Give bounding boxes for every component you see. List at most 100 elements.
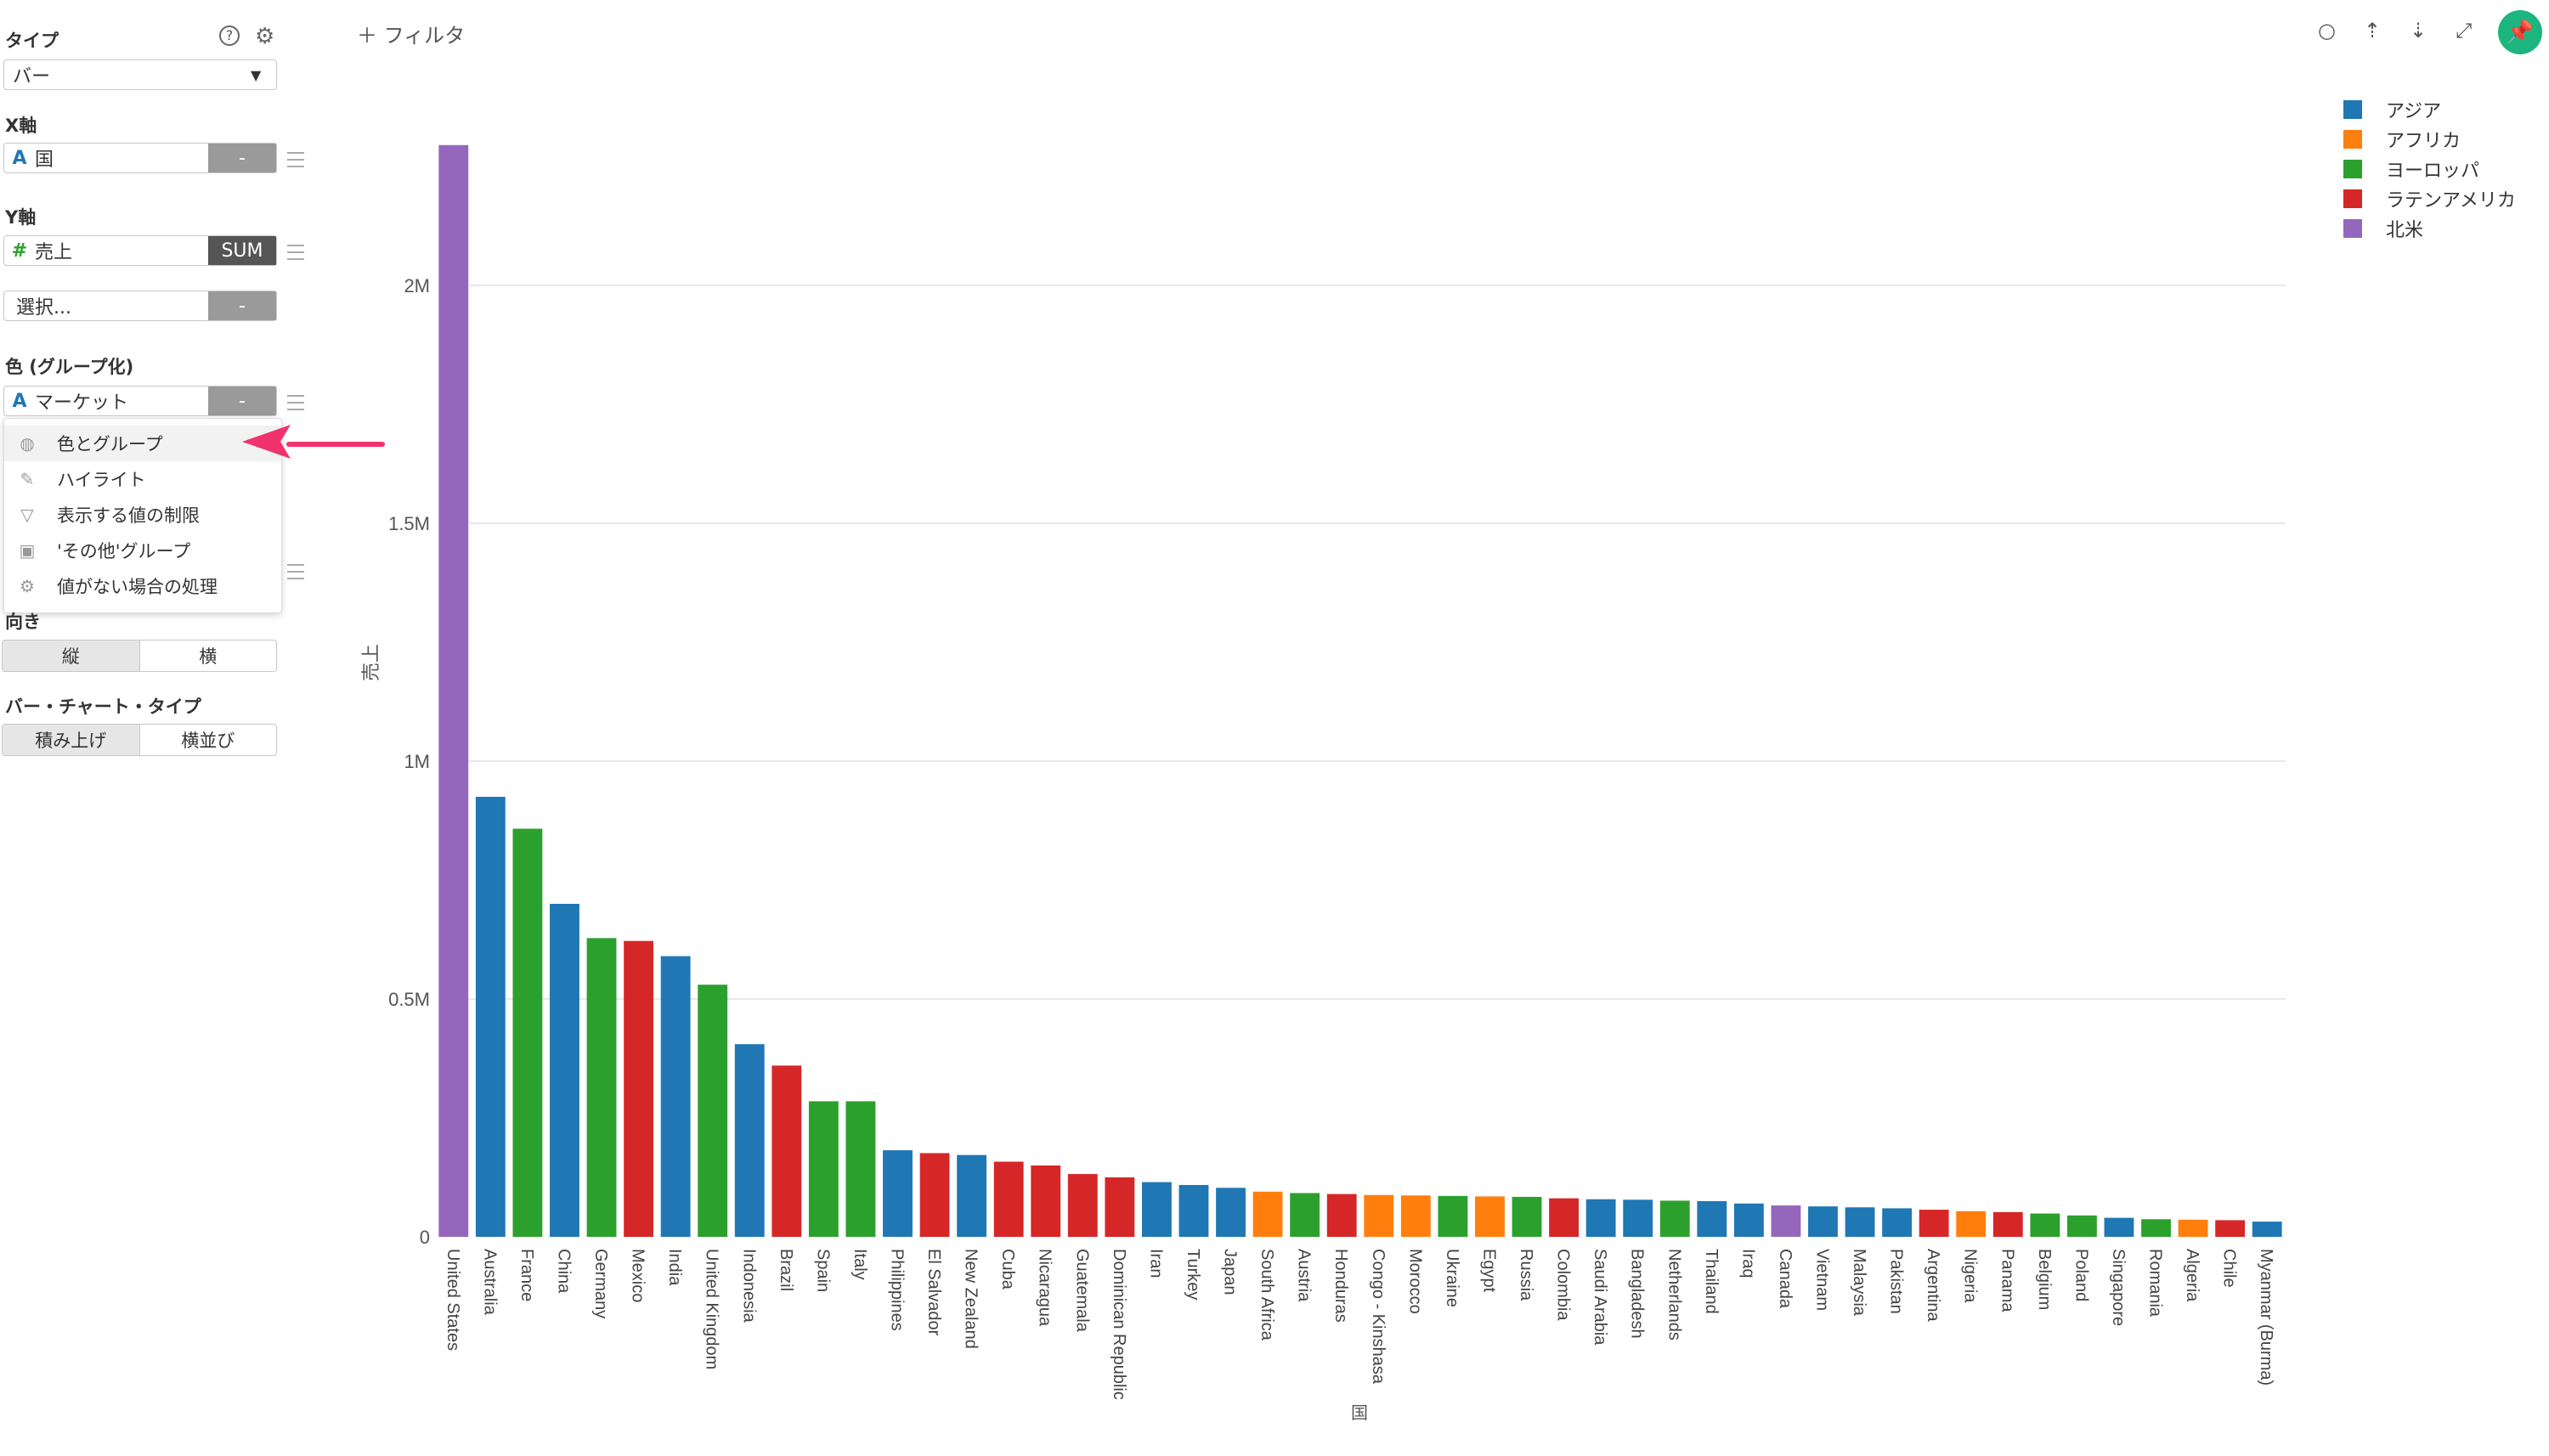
bar [2104,1217,2134,1237]
bar [1919,1210,1949,1237]
bar [1512,1196,1542,1237]
bar-type-side-by-side[interactable]: 横並び [181,731,235,751]
legend-item[interactable]: アジア [2343,97,2441,122]
x-axis-menu-icon[interactable] [287,152,304,167]
x-tick-label: Myanmar (Burma) [2257,1249,2275,1385]
x-tick-label: Romania [2146,1249,2165,1318]
bar-type-toggle: 積み上げ 横並び [2,724,277,756]
x-tick-label: Colombia [1554,1249,1573,1321]
orientation-horizontal[interactable]: 横 [199,646,218,667]
menu-item-limit-values[interactable]: ▽ 表示する値の制限 [4,497,281,533]
menu-item-other-group[interactable]: ▣ 'その他'グループ [4,533,281,568]
bar [550,904,579,1237]
string-type-icon: A [12,147,27,169]
x-tick-label: South Africa [1258,1249,1276,1341]
y-tick-label: 0 [420,1227,430,1248]
orientation-toggle: 縦 横 [2,640,277,672]
color-agg-button[interactable]: - [208,387,276,415]
bar [1475,1196,1505,1237]
legend-swatch [2343,100,2362,119]
type-label: タイプ [5,31,59,51]
x-axis-agg-button[interactable]: - [208,144,276,172]
bar [1549,1198,1580,1237]
y-axis-field-name: 売上 [35,242,73,263]
help-icon[interactable]: ? [219,25,240,46]
y-axis-field[interactable]: # 売上 SUM [3,235,277,266]
x-tick-label: Germany [591,1249,610,1318]
number-type-icon: # [11,240,28,262]
bar [475,797,506,1237]
gear-icon[interactable]: ⚙ [255,24,275,49]
x-tick-label: Cuba [998,1249,1017,1290]
y-tick-label: 1.5M [388,513,430,534]
y-axis-title: 売上 [361,644,382,681]
x-tick-label: Panama [1998,1249,2016,1312]
x-tick-label: New Zealand [962,1249,981,1349]
bar [2141,1219,2171,1237]
expand-icon[interactable]: ⤢ [2456,19,2473,42]
x-tick-label: Iraq [1738,1249,1757,1278]
y-tick-label: 2M [404,275,430,296]
orientation-vertical[interactable]: 縦 [3,641,140,671]
legend-label: ヨーロッパ [2386,161,2480,182]
y-axis-menu-icon[interactable] [287,245,304,260]
upload-icon[interactable]: ⇡ [2364,19,2382,42]
y-tick-label: 1M [404,751,430,772]
bar [624,940,654,1237]
x-tick-label: Malaysia [1850,1249,1868,1317]
menu-item-highlight[interactable]: ✎ ハイライト [4,461,281,497]
color-menu-icon[interactable] [287,395,304,410]
bar [957,1154,987,1237]
bar [2215,1220,2246,1237]
x-axis-field[interactable]: A 国 - [3,143,277,173]
x-tick-label: Honduras [1331,1249,1350,1323]
bar [1067,1174,1098,1237]
x-tick-label: Algeria [2183,1249,2201,1302]
type-select[interactable]: バー ▼ [3,59,277,90]
add-filter-button[interactable]: ＋ フィルタ [357,19,465,48]
color-field-name: マーケット [35,392,129,414]
legend-item[interactable]: 北米 [2343,216,2423,241]
menu-item-label: ハイライト [57,470,146,490]
bar-type-label: バー・チャート・タイプ [5,697,201,717]
legend-swatch [2343,160,2362,178]
comment-icon[interactable]: ○ [2318,19,2336,42]
x-tick-label: Iran [1146,1249,1165,1278]
menu-item-color-group[interactable]: ◍ 色とグループ [4,426,281,461]
bar [1992,1211,2023,1237]
y-axis-2-agg-button[interactable]: - [208,291,276,320]
legend-item[interactable]: ラテンアメリカ [2343,186,2516,212]
x-tick-label: Argentina [1924,1249,1942,1322]
legend-item[interactable]: ヨーロッパ [2343,156,2479,182]
bar-type-stacked[interactable]: 積み上げ [3,725,140,755]
y-axis-field-2[interactable]: 選択... - [3,291,277,321]
x-tick-label: India [665,1249,684,1286]
menu-item-missing-values[interactable]: ⚙ 値がない場合の処理 [4,568,281,604]
filter-label: フィルタ [383,24,466,48]
bar [1364,1194,1394,1237]
image-icon: ▣ [19,540,36,561]
bar [586,938,617,1237]
download-icon[interactable]: ⇣ [2410,19,2427,42]
color-field[interactable]: A マーケット - [3,386,277,416]
x-tick-label: Australia [480,1249,499,1316]
bar [1733,1203,1764,1237]
x-tick-label: China [554,1249,573,1294]
pin-button[interactable]: 📌 [2498,10,2542,54]
bar [2178,1219,2208,1237]
bar [1882,1208,1913,1237]
legend-item[interactable]: アフリカ [2343,127,2461,152]
x-tick-label: Austria [1295,1249,1314,1302]
x-tick-label: Poland [2071,1249,2090,1301]
legend-label: アフリカ [2386,131,2461,152]
gear-icon: ⚙ [20,576,35,596]
x-tick-label: Vietnam [1813,1249,1832,1311]
bar [1623,1199,1653,1237]
x-tick-label: Dominican Republic [1110,1249,1128,1400]
hidden-field-menu-icon[interactable] [287,564,304,579]
y-axis-agg-button[interactable]: SUM [208,236,276,265]
y-axis-label: Y軸 [5,207,37,228]
plus-icon: ＋ [357,24,377,48]
x-tick-label: Indonesia [739,1249,758,1323]
bar [1326,1194,1357,1237]
